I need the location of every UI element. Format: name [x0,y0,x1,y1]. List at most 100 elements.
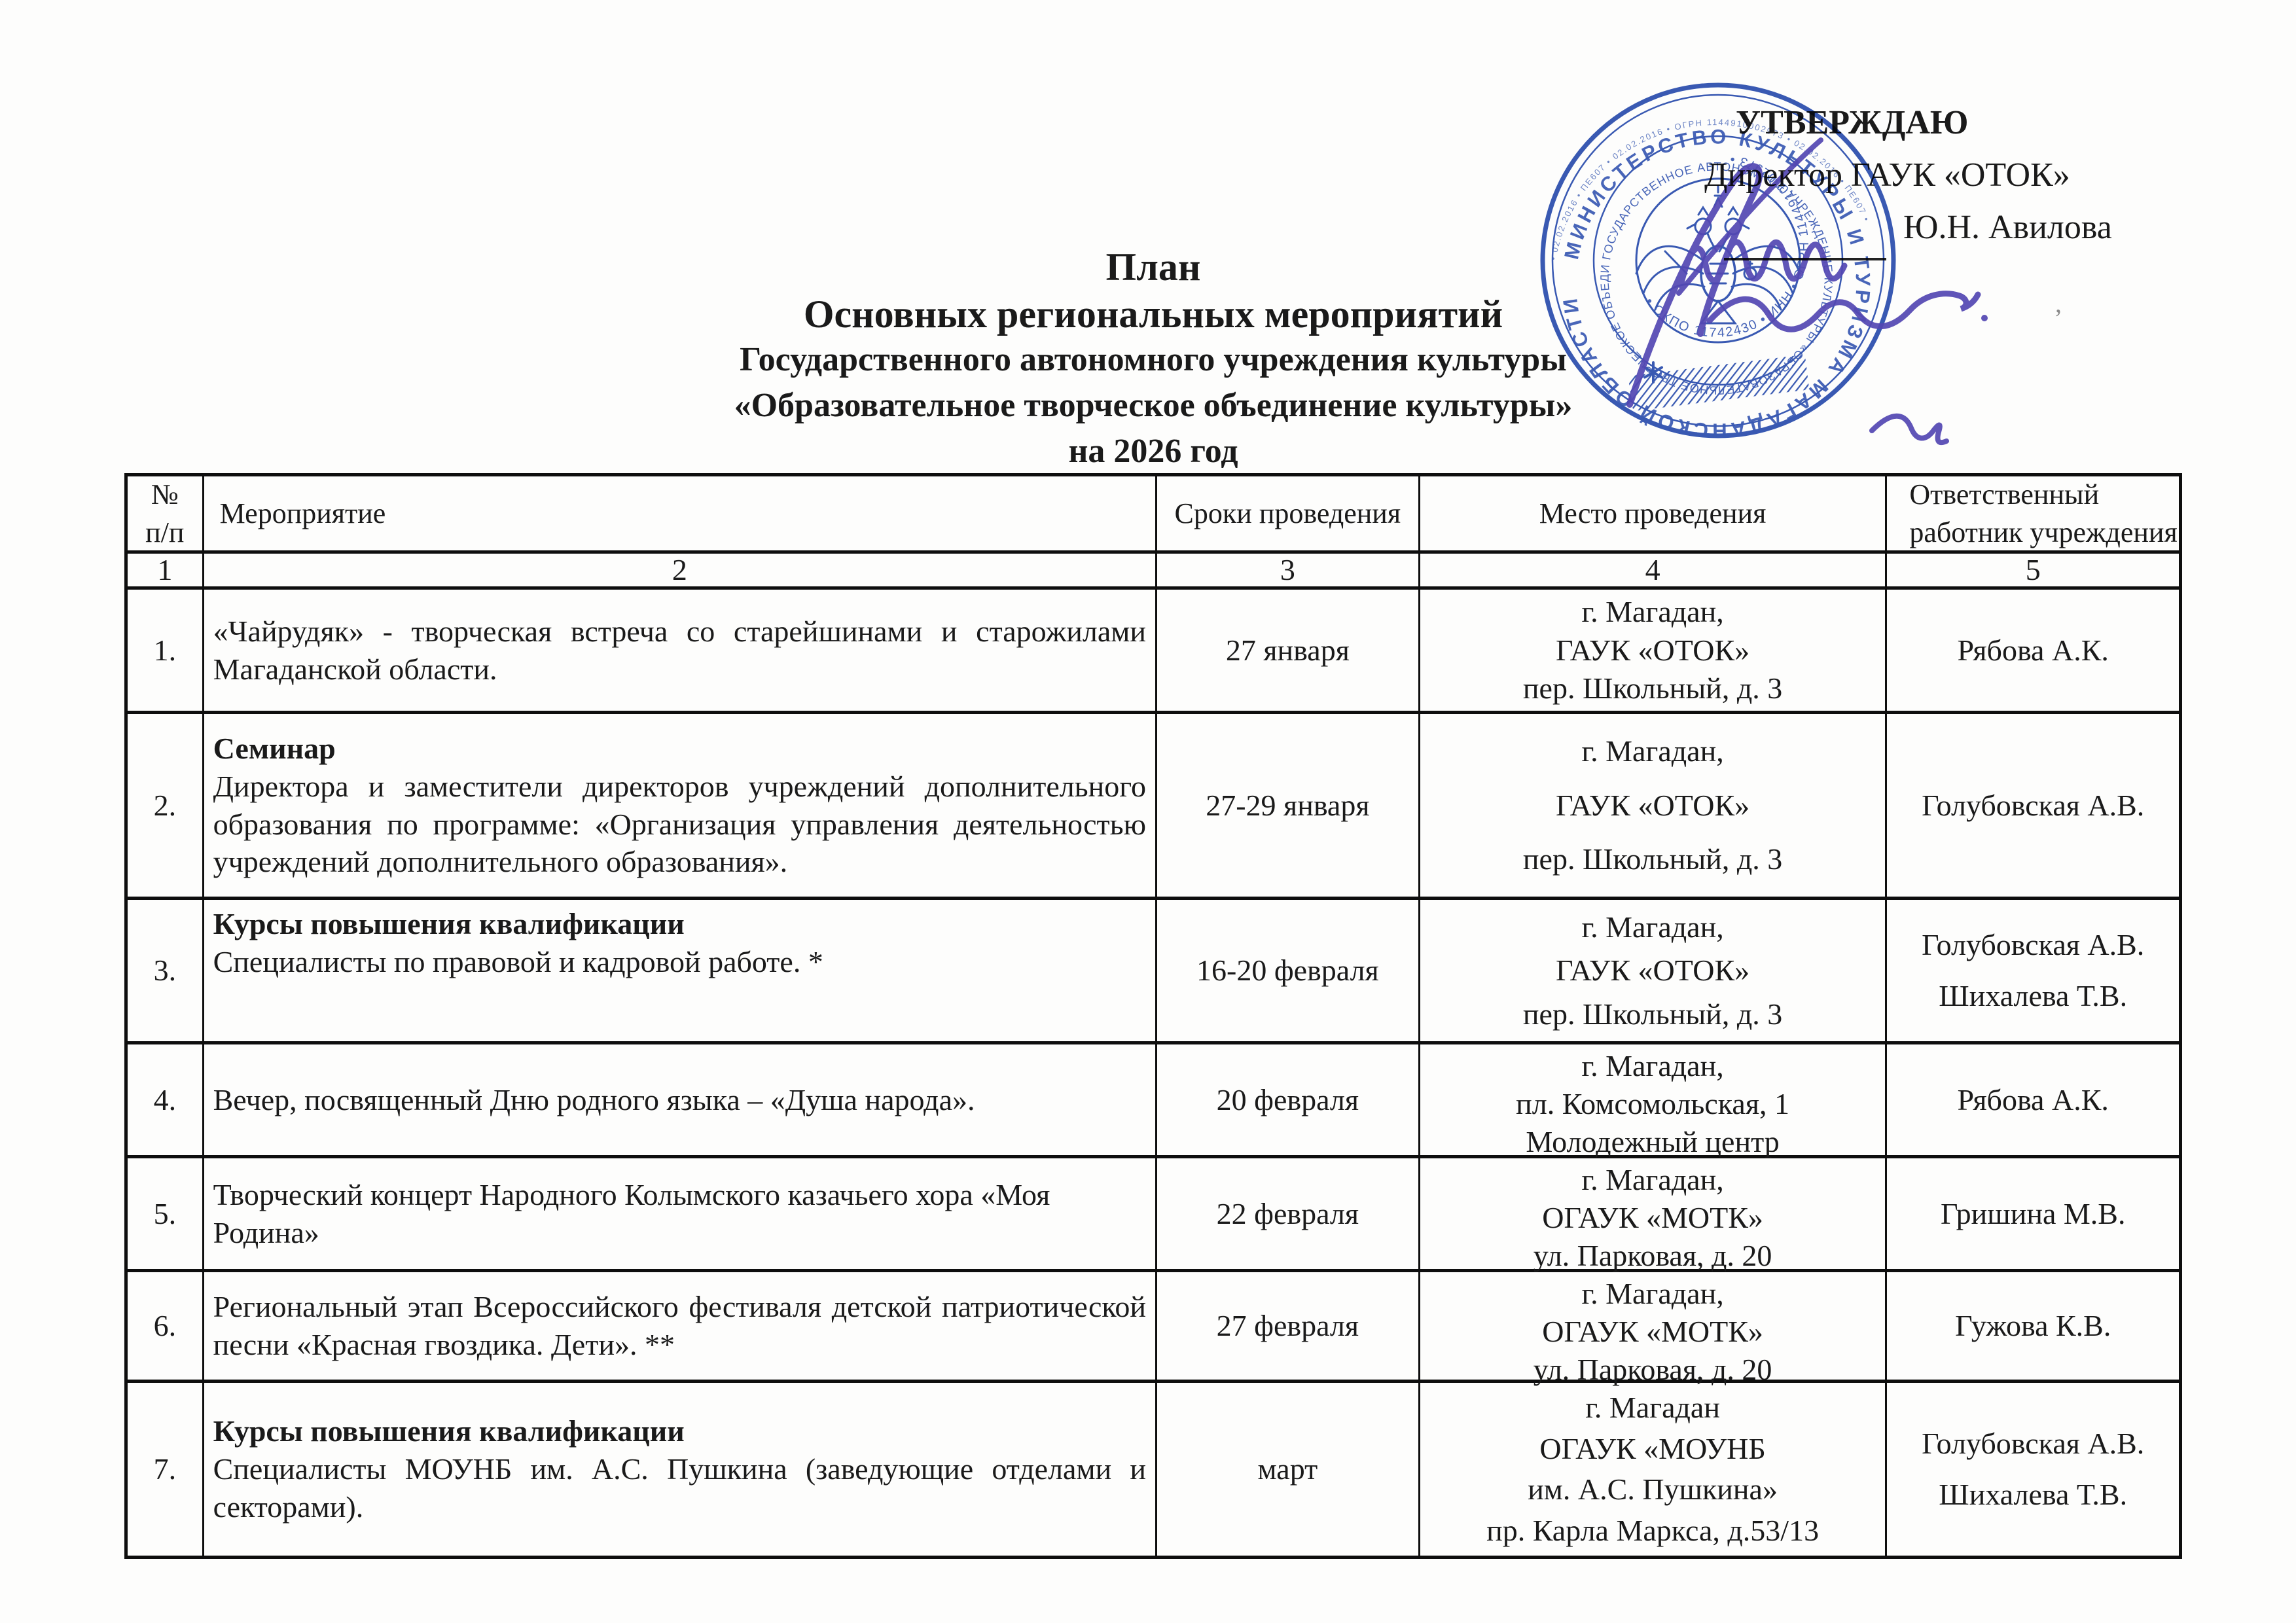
approval-director-line: Директор ГАУК «ОТОК» [1704,156,2070,194]
column-numbers-row: 1 2 3 4 5 [128,553,2179,590]
header-responsible-line2: работник учреждения [1909,516,2178,548]
place-line: ОГАУК «МОТК» [1542,1314,1763,1348]
place-line: г. Магадан [1585,1390,1720,1424]
row-number: 2. [128,714,204,897]
place-cell: г. Магадан, ГАУК «ОТОК» пер. Школьный, д… [1420,900,1888,1041]
event-text: Творческий концерт Народного Колымского … [213,1177,1050,1249]
place-line: ОГАУК «МОУНБ [1539,1431,1766,1465]
place-line: ГАУК «ОТОК» [1556,633,1750,667]
header-event: Мероприятие [204,476,1157,550]
col-number: 1 [128,553,204,586]
place-line: ГАУК «ОТОК» [1556,788,1750,822]
header-num-line2: п/п [145,516,185,548]
event-title: Семинар [213,731,336,765]
place-line: ул. Парковая, д. 20 [1533,1352,1772,1386]
place-line: пер. Школьный, д. 3 [1522,842,1783,876]
signature-strokes [1626,137,1988,446]
place-line: г. Магадан, [1581,910,1724,944]
table-row: 2. Семинар Директора и заместители дирек… [128,714,2179,900]
event-text: Специалисты по правовой и кадровой работ… [213,944,823,978]
stamp-star-icon [1643,361,1663,383]
event-cell: Региональный этап Всероссийского фестива… [204,1272,1158,1380]
responsible-line: Шихалева Т.В. [1939,979,2128,1012]
header-num: № п/п [128,476,204,550]
header-place: Место проведения [1420,476,1888,550]
event-text: Специалисты МОУНБ им. А.С. Пушкина (заве… [213,1452,1147,1524]
date-cell: 27 февраля [1157,1272,1420,1380]
event-cell: Курсы повышения квалификации Специалисты… [204,1383,1158,1556]
responsible-cell: Рябова А.К. [1957,633,2109,667]
date-cell: март [1157,1383,1420,1556]
title-line-5: на 2026 год [1068,433,1238,470]
date-cell: 22 февраля [1157,1158,1420,1269]
event-cell: Семинар Директора и заместители директор… [204,714,1158,897]
date-cell: 16-20 февраля [1157,900,1420,1041]
event-cell: «Чайрудяк» - творческая встреча со старе… [204,590,1158,711]
place-cell: г. Магадан ОГАУК «МОУНБ им. А.С. Пушкина… [1420,1383,1888,1556]
date-cell: 27-29 января [1157,714,1420,897]
col-number: 3 [1157,553,1420,586]
event-title: Курсы повышения квалификации [213,907,685,940]
event-text: Вечер, посвященный Дню родного языка – «… [213,1082,975,1116]
responsible-cell: Голубовская А.В. [1922,788,2145,822]
event-cell: Вечер, посвященный Дню родного языка – «… [204,1044,1158,1155]
responsible-cell: Голубовская А.В. Шихалева Т.В. [1887,900,2179,1041]
table-row: 7. Курсы повышения квалификации Специали… [128,1383,2179,1556]
place-line: им. А.С. Пушкина» [1528,1472,1778,1507]
stamp-rings [1540,82,1896,438]
place-cell: г. Магадан, пл. Комсомольская, 1 Молодеж… [1420,1044,1888,1158]
event-cell: Творческий концерт Народного Колымского … [204,1158,1158,1269]
responsible-line: Голубовская А.В. [1922,927,2145,961]
title-line-4: «Образовательное творческое объединение … [734,387,1573,424]
place-line: г. Магадан, [1581,594,1724,628]
stamp-banner [1628,355,1809,411]
place-line: г. Магадан, [1581,1163,1724,1196]
responsible-line: Голубовская А.В. [1922,1426,2145,1460]
table-row: 6. Региональный этап Всероссийского фест… [128,1272,2179,1386]
row-number: 3. [128,900,204,1041]
title-line-3: Государственного автономного учреждения … [740,341,1567,378]
place-line: г. Магадан, [1581,1049,1724,1082]
place-line: г. Магадан, [1581,1277,1724,1310]
place-line: пер. Школьный, д. 3 [1522,671,1783,705]
table-row: 1. «Чайрудяк» - творческая встреча со ст… [128,590,2179,714]
table-row: 5. Творческий концерт Народного Колымско… [128,1158,2179,1272]
place-line: Молодежный центр [1526,1124,1780,1158]
official-stamp: • 02.02.2016 • ПЕ607 • 02.02.2016 • ОГРН… [1525,77,1988,446]
table-row: 4. Вечер, посвященный Дню родного языка … [128,1044,2179,1158]
place-line: пл. Комсомольская, 1 [1516,1086,1789,1120]
place-line: ул. Парковая, д. 20 [1533,1238,1772,1272]
place-line: пер. Школьный, д. 3 [1522,997,1783,1031]
scan-artifact-mark: , [2055,289,2062,318]
place-cell: г. Магадан, ОГАУК «МОТК» ул. Парковая, д… [1420,1158,1888,1272]
responsible-cell: Голубовская А.В. Шихалева Т.В. [1887,1383,2179,1556]
event-title: Курсы повышения квалификации [213,1414,685,1448]
header-responsible-line1: Ответственный [1909,478,2100,511]
row-number: 6. [128,1272,204,1380]
place-cell: г. Магадан, ОГАУК «МОТК» ул. Парковая, д… [1420,1272,1888,1386]
table-header-row: № п/п Мероприятие Сроки проведения Место… [128,476,2179,554]
date-cell: 20 февраля [1157,1044,1420,1155]
responsible-line: Шихалева Т.В. [1939,1478,2128,1511]
responsible-cell: Рябова А.К. [1957,1082,2109,1116]
place-line: пр. Карла Маркса, д.53/13 [1486,1514,1820,1548]
col-number: 2 [204,553,1158,586]
place-line: г. Магадан, [1581,734,1724,768]
row-number: 4. [128,1044,204,1155]
row-number: 5. [128,1158,204,1269]
place-cell: г. Магадан, ГАУК «ОТОК» пер. Школьный, д… [1420,714,1888,897]
responsible-cell: Гужова К.В. [1955,1309,2111,1343]
header-num-line1: № [151,478,179,511]
header-date: Сроки проведения [1157,476,1420,550]
place-line: ОГАУК «МОТК» [1542,1200,1763,1234]
event-text: Директора и заместители директоров учреж… [213,769,1147,879]
date-cell: 27 января [1157,590,1420,711]
row-number: 1. [128,590,204,711]
responsible-cell: Гришина М.В. [1940,1196,2126,1230]
events-table: № п/п Мероприятие Сроки проведения Место… [124,473,2182,1559]
approval-label: УТВЕРЖДАЮ [1736,104,1969,141]
event-text: Региональный этап Всероссийского фестива… [213,1290,1147,1361]
table-row: 3. Курсы повышения квалификации Специали… [128,900,2179,1044]
approval-name: Ю.Н. Авилова [1903,209,2112,246]
